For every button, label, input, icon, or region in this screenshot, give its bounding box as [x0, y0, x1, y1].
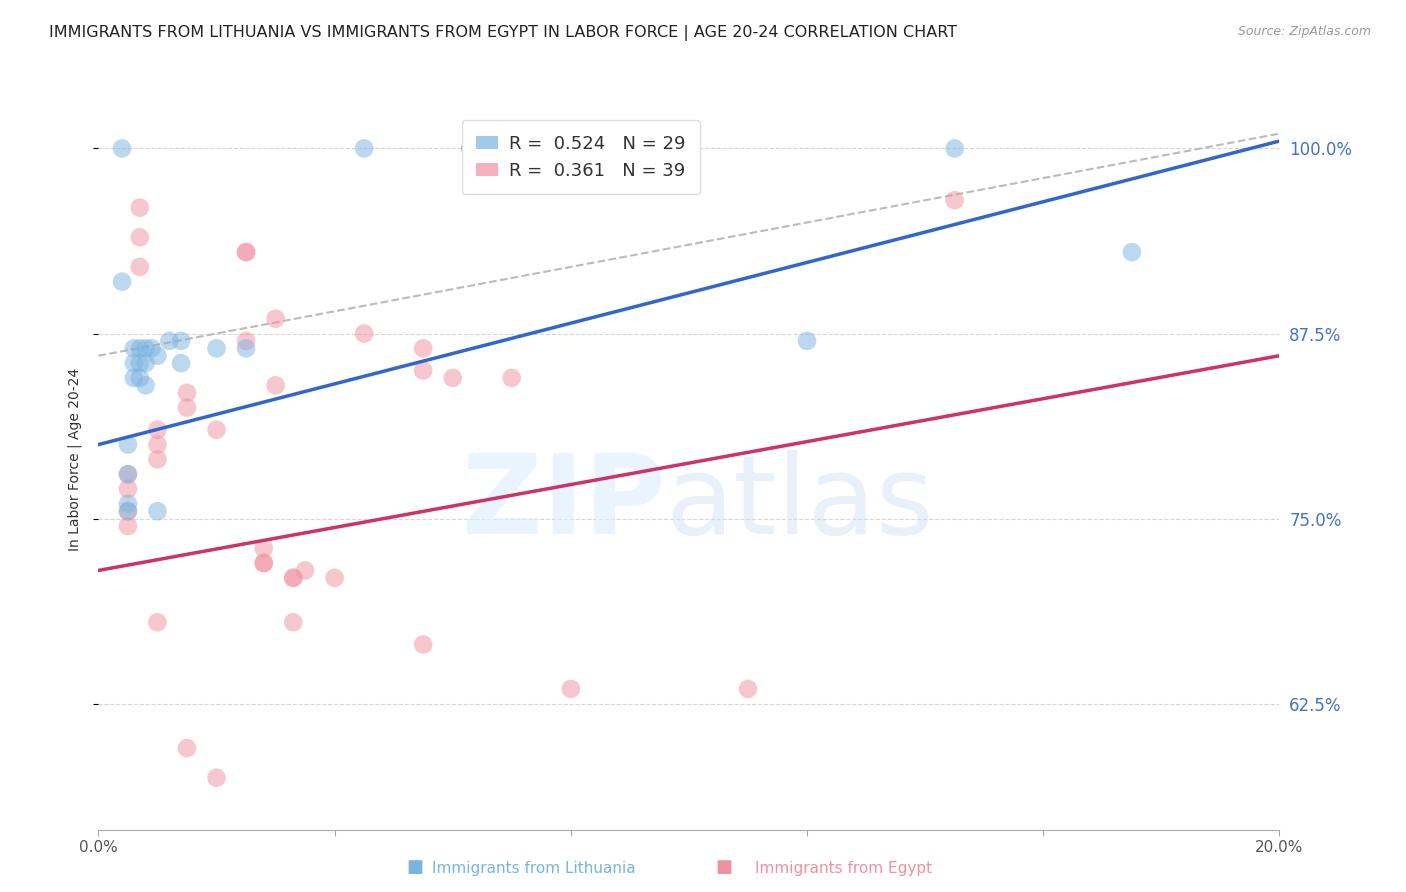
Point	[235, 342, 257, 356]
Text: ■: ■	[406, 858, 423, 876]
Point	[128, 371, 150, 385]
Point	[253, 556, 276, 570]
Point	[294, 564, 316, 578]
Text: ■: ■	[716, 858, 733, 876]
Point	[460, 141, 482, 155]
Text: Immigrants from Lithuania: Immigrants from Lithuania	[433, 861, 636, 876]
Point	[253, 541, 276, 556]
Point	[128, 260, 150, 274]
Text: ZIP: ZIP	[463, 450, 665, 558]
Point	[796, 334, 818, 348]
Point	[283, 571, 305, 585]
Point	[135, 356, 157, 370]
Point	[117, 504, 139, 518]
Point	[253, 556, 276, 570]
Point	[117, 437, 139, 451]
Point	[737, 681, 759, 696]
Point	[122, 356, 145, 370]
Text: atlas: atlas	[665, 450, 934, 558]
Point	[117, 467, 139, 482]
Point	[412, 637, 434, 651]
Point	[283, 615, 305, 630]
Point	[117, 497, 139, 511]
Point	[235, 334, 257, 348]
Y-axis label: In Labor Force | Age 20-24: In Labor Force | Age 20-24	[67, 368, 83, 551]
Point	[117, 519, 139, 533]
Point	[176, 741, 198, 756]
Point	[323, 571, 346, 585]
Point	[146, 615, 169, 630]
Point	[122, 371, 145, 385]
Point	[412, 363, 434, 377]
Point	[205, 423, 228, 437]
Point	[205, 342, 228, 356]
Point	[264, 311, 287, 326]
Point	[205, 771, 228, 785]
Point	[560, 681, 582, 696]
Text: IMMIGRANTS FROM LITHUANIA VS IMMIGRANTS FROM EGYPT IN LABOR FORCE | AGE 20-24 CO: IMMIGRANTS FROM LITHUANIA VS IMMIGRANTS …	[49, 25, 957, 41]
Point	[235, 245, 257, 260]
Point	[264, 378, 287, 392]
Point	[235, 245, 257, 260]
Point	[128, 201, 150, 215]
Point	[146, 423, 169, 437]
Point	[460, 141, 482, 155]
Point	[170, 334, 193, 348]
Point	[128, 356, 150, 370]
Point	[460, 141, 482, 155]
Text: Source: ZipAtlas.com: Source: ZipAtlas.com	[1237, 25, 1371, 38]
Point	[122, 342, 145, 356]
Point	[111, 141, 134, 155]
Point	[176, 401, 198, 415]
Point	[1121, 245, 1143, 260]
Point	[353, 141, 375, 155]
Point	[501, 371, 523, 385]
Point	[353, 326, 375, 341]
Point	[135, 378, 157, 392]
Point	[441, 371, 464, 385]
Point	[412, 342, 434, 356]
Point	[146, 452, 169, 467]
Point	[146, 504, 169, 518]
Point	[128, 230, 150, 244]
Point	[176, 385, 198, 400]
Text: Immigrants from Egypt: Immigrants from Egypt	[755, 861, 932, 876]
Point	[111, 275, 134, 289]
Point	[170, 356, 193, 370]
Point	[283, 571, 305, 585]
Point	[943, 194, 966, 208]
Legend: R =  0.524   N = 29, R =  0.361   N = 39: R = 0.524 N = 29, R = 0.361 N = 39	[461, 120, 700, 194]
Point	[117, 504, 139, 518]
Point	[146, 349, 169, 363]
Point	[128, 342, 150, 356]
Point	[157, 334, 180, 348]
Point	[135, 342, 157, 356]
Point	[117, 467, 139, 482]
Point	[943, 141, 966, 155]
Point	[146, 437, 169, 451]
Point	[117, 482, 139, 496]
Point	[141, 342, 163, 356]
